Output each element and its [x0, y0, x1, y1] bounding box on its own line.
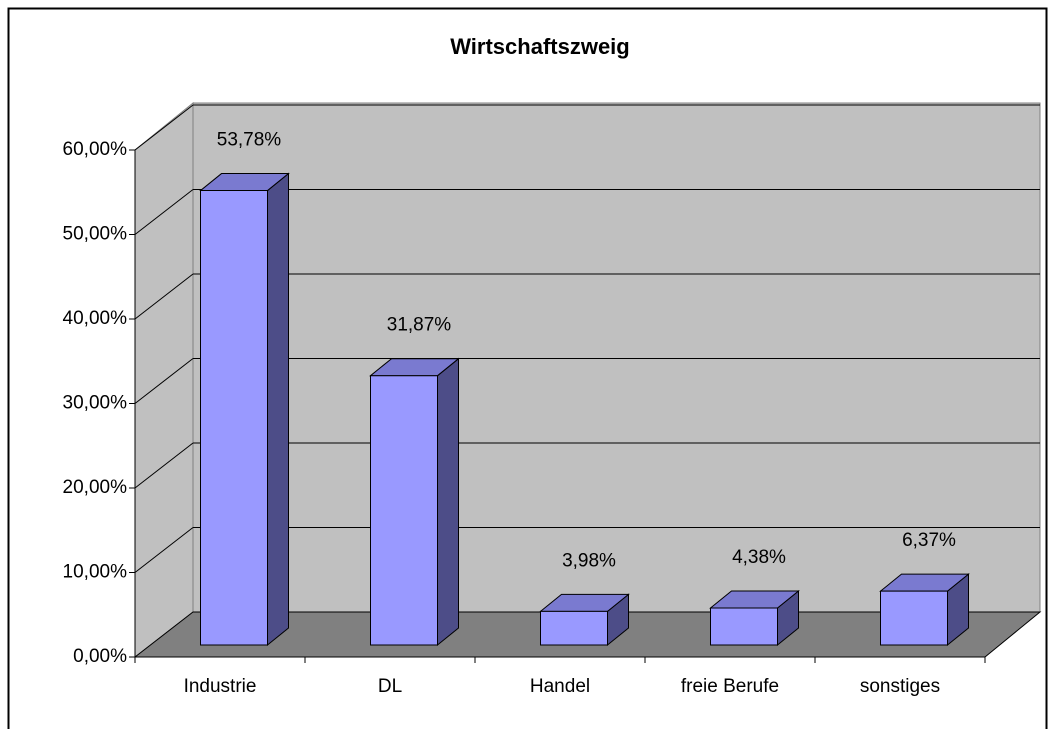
value-label: 53,78%: [217, 130, 282, 151]
value-label: 31,87%: [387, 315, 452, 336]
bar-front: [710, 607, 778, 646]
bar-front: [540, 610, 608, 646]
value-label: 6,37%: [902, 530, 956, 551]
y-tick-label: 50,00%: [63, 224, 128, 245]
side-wall: [134, 101, 194, 659]
bar: [709, 589, 800, 647]
bar-front: [370, 375, 438, 646]
x-tick-label: freie Berufe: [681, 676, 779, 697]
y-tick-label: 60,00%: [63, 139, 128, 160]
grid-line: [134, 104, 194, 151]
grid-line: [134, 189, 194, 235]
bar: [369, 357, 460, 647]
value-label: 3,98%: [562, 550, 616, 571]
grid-line: [134, 273, 194, 320]
bar: [879, 573, 970, 647]
x-tick-label: DL: [378, 676, 402, 697]
chart-title: Wirtschaftszweig: [450, 34, 630, 59]
y-tick-label: 30,00%: [63, 393, 128, 414]
bar: [199, 172, 290, 647]
x-tick-label: Industrie: [184, 676, 257, 697]
x-tick-label: Handel: [530, 676, 590, 697]
grid-line: [134, 442, 194, 489]
bar-side: [437, 357, 459, 647]
bar-front: [200, 190, 268, 646]
x-tick-label: sonstiges: [860, 676, 940, 697]
value-label: 4,38%: [732, 547, 786, 568]
y-tick-label: 20,00%: [63, 477, 128, 498]
bar: [539, 593, 630, 647]
y-tick-label: 10,00%: [63, 562, 128, 583]
grid-line: [134, 358, 194, 404]
y-tick-label: 0,00%: [73, 646, 127, 667]
chart-border: [7, 7, 1048, 729]
grid-line: [134, 527, 194, 573]
y-tick-label: 40,00%: [63, 308, 128, 329]
bar-side: [267, 172, 289, 647]
bar-front: [880, 590, 948, 646]
